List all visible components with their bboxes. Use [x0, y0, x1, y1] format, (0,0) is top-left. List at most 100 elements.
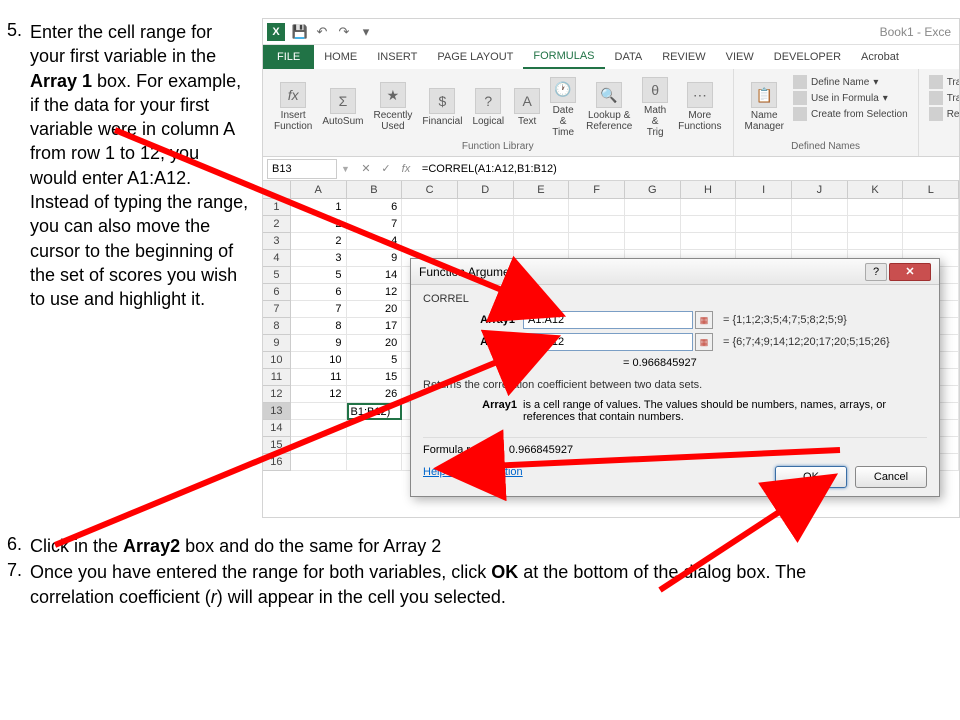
- fx-icon[interactable]: fx: [396, 159, 416, 179]
- cell[interactable]: [792, 216, 848, 233]
- cell[interactable]: 5: [347, 352, 403, 369]
- undo-icon[interactable]: ↶: [313, 23, 331, 41]
- cell[interactable]: [514, 216, 570, 233]
- formula-cancel-icon[interactable]: ✕: [356, 159, 376, 179]
- cell[interactable]: [736, 199, 792, 216]
- select-all-corner[interactable]: [263, 181, 291, 199]
- cell[interactable]: [736, 233, 792, 250]
- cell[interactable]: [514, 233, 570, 250]
- cell[interactable]: 20: [347, 335, 403, 352]
- tab-acrobat[interactable]: Acrobat: [851, 45, 909, 69]
- row-header[interactable]: 11: [263, 369, 291, 386]
- cell[interactable]: 7: [347, 216, 403, 233]
- cell[interactable]: [569, 233, 625, 250]
- array2-input[interactable]: [523, 333, 693, 351]
- insert-function-button[interactable]: fxInsert Function: [269, 73, 317, 141]
- tab-data[interactable]: DATA: [605, 45, 653, 69]
- cell[interactable]: [625, 216, 681, 233]
- logical-button[interactable]: ?Logical: [467, 73, 509, 141]
- cell[interactable]: 15: [347, 369, 403, 386]
- remove-arrows-button[interactable]: Remove A: [929, 107, 960, 121]
- array2-ref-button[interactable]: ▦: [695, 333, 713, 351]
- cell[interactable]: [792, 233, 848, 250]
- row-header[interactable]: 15: [263, 437, 291, 454]
- cell[interactable]: [736, 216, 792, 233]
- lookup-button[interactable]: 🔍Lookup & Reference: [581, 73, 637, 141]
- cell[interactable]: 20: [347, 301, 403, 318]
- cancel-button[interactable]: Cancel: [855, 466, 927, 488]
- cell[interactable]: [291, 437, 347, 454]
- row-header[interactable]: 13: [263, 403, 291, 420]
- financial-button[interactable]: $Financial: [417, 73, 467, 141]
- cell[interactable]: [625, 233, 681, 250]
- cell[interactable]: [458, 199, 514, 216]
- tab-view[interactable]: VIEW: [716, 45, 764, 69]
- row-header[interactable]: 7: [263, 301, 291, 318]
- text-button[interactable]: AText: [509, 73, 545, 141]
- row-header[interactable]: 2: [263, 216, 291, 233]
- cell[interactable]: [291, 420, 347, 437]
- row-header[interactable]: 5: [263, 267, 291, 284]
- column-header[interactable]: F: [569, 181, 625, 199]
- cell[interactable]: [569, 216, 625, 233]
- cell[interactable]: 14: [347, 267, 403, 284]
- trace-dependents-button[interactable]: Trace Dep: [929, 91, 960, 105]
- dialog-close-button[interactable]: ✕: [889, 263, 931, 281]
- tab-developer[interactable]: DEVELOPER: [764, 45, 851, 69]
- cell[interactable]: [903, 233, 959, 250]
- redo-icon[interactable]: ↷: [335, 23, 353, 41]
- row-header[interactable]: 9: [263, 335, 291, 352]
- cell[interactable]: [625, 199, 681, 216]
- name-manager-button[interactable]: 📋Name Manager: [740, 73, 789, 141]
- row-header[interactable]: 3: [263, 233, 291, 250]
- cell[interactable]: 12: [347, 284, 403, 301]
- cell[interactable]: [848, 199, 904, 216]
- tab-page-layout[interactable]: PAGE LAYOUT: [427, 45, 523, 69]
- cell[interactable]: 7: [291, 301, 347, 318]
- tab-home[interactable]: HOME: [314, 45, 367, 69]
- tab-review[interactable]: REVIEW: [652, 45, 715, 69]
- cell[interactable]: 10: [291, 352, 347, 369]
- cell[interactable]: 8: [291, 318, 347, 335]
- cell[interactable]: [848, 233, 904, 250]
- column-header[interactable]: K: [848, 181, 904, 199]
- formula-input[interactable]: [416, 163, 959, 175]
- cell[interactable]: 3: [291, 250, 347, 267]
- cell[interactable]: [681, 233, 737, 250]
- create-from-selection-button[interactable]: Create from Selection: [793, 107, 908, 121]
- row-header[interactable]: 16: [263, 454, 291, 471]
- more-functions-button[interactable]: ⋯More Functions: [673, 73, 726, 141]
- array1-input[interactable]: [523, 311, 693, 329]
- name-box-dropdown-icon[interactable]: ▼: [341, 164, 350, 174]
- cell[interactable]: [792, 199, 848, 216]
- name-box[interactable]: B13: [267, 159, 337, 179]
- cell[interactable]: 26: [347, 386, 403, 403]
- trace-precedents-button[interactable]: Trace Pre: [929, 75, 960, 89]
- cell[interactable]: [347, 454, 403, 471]
- cell[interactable]: [347, 437, 403, 454]
- use-in-formula-button[interactable]: Use in Formula ▾: [793, 91, 908, 105]
- cell[interactable]: [903, 216, 959, 233]
- cell[interactable]: 4: [347, 233, 403, 250]
- cell[interactable]: [291, 454, 347, 471]
- cell[interactable]: [402, 233, 458, 250]
- column-header[interactable]: E: [514, 181, 570, 199]
- cell[interactable]: 6: [291, 284, 347, 301]
- column-header[interactable]: H: [681, 181, 737, 199]
- cell[interactable]: [291, 403, 347, 420]
- cell[interactable]: 6: [347, 199, 403, 216]
- tab-file[interactable]: FILE: [263, 45, 314, 69]
- cell[interactable]: 11: [291, 369, 347, 386]
- tab-insert[interactable]: INSERT: [367, 45, 427, 69]
- dialog-title-bar[interactable]: Function Arguments ? ✕: [411, 259, 939, 285]
- cell[interactable]: 2: [291, 233, 347, 250]
- row-header[interactable]: 1: [263, 199, 291, 216]
- help-link[interactable]: Help on this function: [423, 466, 523, 488]
- row-header[interactable]: 12: [263, 386, 291, 403]
- cell[interactable]: [681, 199, 737, 216]
- cell[interactable]: 5: [291, 267, 347, 284]
- cell[interactable]: 9: [291, 335, 347, 352]
- row-header[interactable]: 8: [263, 318, 291, 335]
- column-header[interactable]: G: [625, 181, 681, 199]
- cell[interactable]: 1: [291, 199, 347, 216]
